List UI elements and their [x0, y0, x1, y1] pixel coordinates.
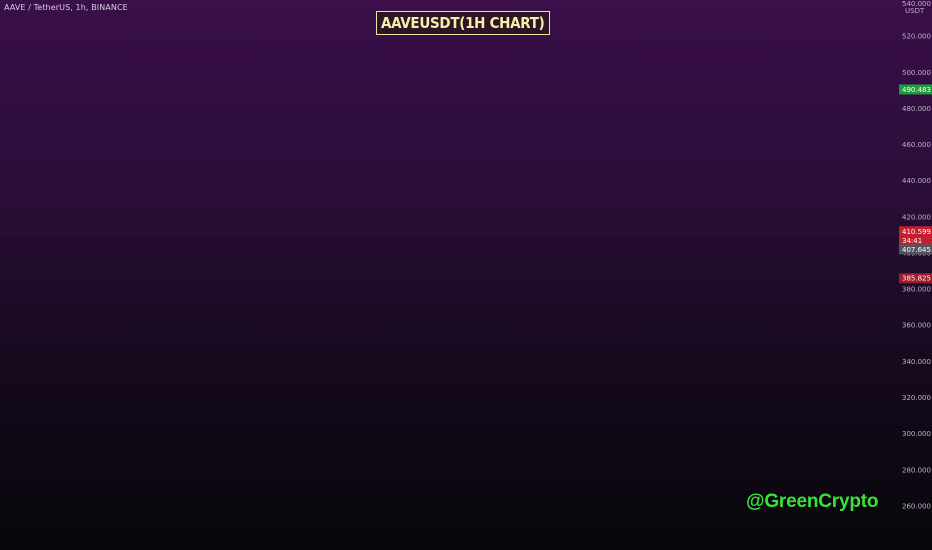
y-tick-label: 320.000	[902, 394, 931, 402]
chart-title: AAVEUSDT(1H CHART)	[376, 11, 550, 35]
axis-unit-label: USDT	[905, 7, 925, 15]
y-tick-label: 440.000	[902, 177, 931, 185]
y-tick-label: 260.000	[902, 502, 931, 510]
price-tag-bg	[899, 84, 932, 95]
y-tick-label: 380.000	[902, 286, 931, 294]
price-tag-bg	[899, 226, 932, 237]
price-tag-bg	[899, 235, 932, 246]
author-watermark: @GreenCrypto	[746, 491, 879, 512]
price-tag-label: 490.483	[902, 86, 931, 94]
y-tick-label: 360.000	[902, 322, 931, 330]
price-tag: 34:41	[899, 235, 932, 246]
price-tag-label: 407.645	[902, 246, 931, 254]
price-tag: 385.825	[899, 273, 932, 284]
y-tick-label: 500.000	[902, 69, 931, 77]
y-tick-label-top: 540.000	[902, 0, 931, 8]
y-tick-label: 280.000	[902, 466, 931, 474]
y-tick-label: 520.000	[902, 33, 931, 41]
price-tag-bg	[899, 273, 932, 284]
symbol-label: AAVE / TetherUS, 1h, BINANCE	[4, 3, 128, 12]
y-tick-label: 340.000	[902, 358, 931, 366]
y-tick-label: 480.000	[902, 105, 931, 113]
price-tag-label: 34:41	[902, 237, 922, 245]
price-tag: 410.599	[899, 226, 932, 237]
price-tag-bg	[899, 244, 932, 255]
price-tag-label: 385.825	[902, 275, 931, 283]
price-tag: 407.645	[899, 244, 932, 255]
price-tag-label: 410.599	[902, 228, 931, 236]
y-tick-label: 300.000	[902, 430, 931, 438]
y-tick-label: 420.000	[902, 213, 931, 221]
price-tag: 490.483	[899, 84, 932, 95]
y-tick-label: 460.000	[902, 141, 931, 149]
